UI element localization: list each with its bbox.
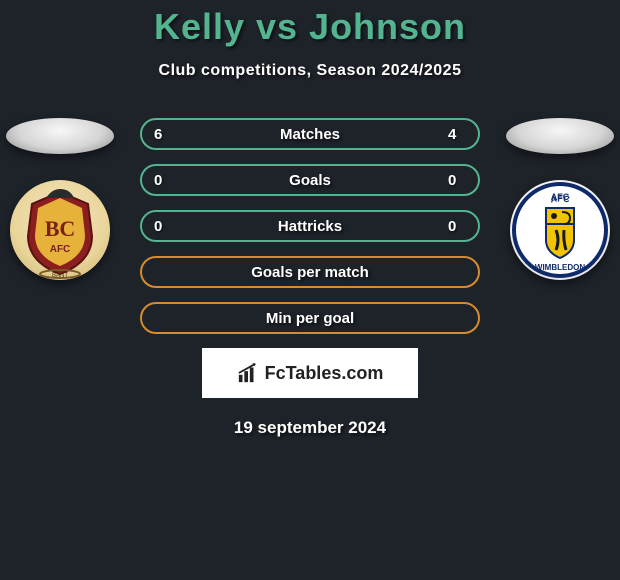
player-right-panel: AFC AFC WIMBLEDON [500,110,620,280]
player-left-silhouette [6,118,114,154]
svg-text:AFC: AFC [50,244,71,255]
stat-row-goals-per-match: Goals per match [140,256,480,288]
stat-row-goals: 0 Goals 0 [140,164,480,196]
watermark-text: FcTables.com [265,363,384,384]
stat-row-hattricks: 0 Hattricks 0 [140,210,480,242]
svg-text:WIMBLEDON: WIMBLEDON [535,263,585,272]
stat-left-value: 6 [154,126,172,143]
bars-icon [237,362,259,384]
svg-text:BANT: BANT [52,273,68,279]
stats-container: 6 Matches 4 0 Goals 0 0 Hattricks 0 Goal… [140,118,480,334]
player-left-panel: BC AFC BANT [0,110,120,280]
stat-label: Min per goal [266,310,354,327]
club-crest-right: AFC AFC WIMBLEDON [510,180,610,280]
watermark: FcTables.com [237,362,384,384]
svg-text:AFC: AFC [551,192,570,202]
stat-label: Goals [289,172,331,189]
stat-label: Goals per match [251,264,369,281]
stat-label: Matches [280,126,340,143]
stat-right-value: 0 [448,218,466,235]
subtitle: Club competitions, Season 2024/2025 [0,62,620,80]
stat-label: Hattricks [278,218,342,235]
watermark-box: FcTables.com [202,348,418,398]
club-crest-left-svg: BC AFC BANT [10,180,110,280]
stat-left-value: 0 [154,218,172,235]
stat-right-value: 0 [448,172,466,189]
stat-row-matches: 6 Matches 4 [140,118,480,150]
club-crest-left: BC AFC BANT [10,180,110,280]
page-title: Kelly vs Johnson [0,0,620,48]
stat-right-value: 4 [448,126,466,143]
stat-left-value: 0 [154,172,172,189]
club-crest-right-svg: AFC AFC WIMBLEDON [510,180,610,280]
player-right-silhouette [506,118,614,154]
date-line: 19 september 2024 [0,418,620,438]
stat-row-min-per-goal: Min per goal [140,302,480,334]
svg-text:BC: BC [45,216,76,241]
